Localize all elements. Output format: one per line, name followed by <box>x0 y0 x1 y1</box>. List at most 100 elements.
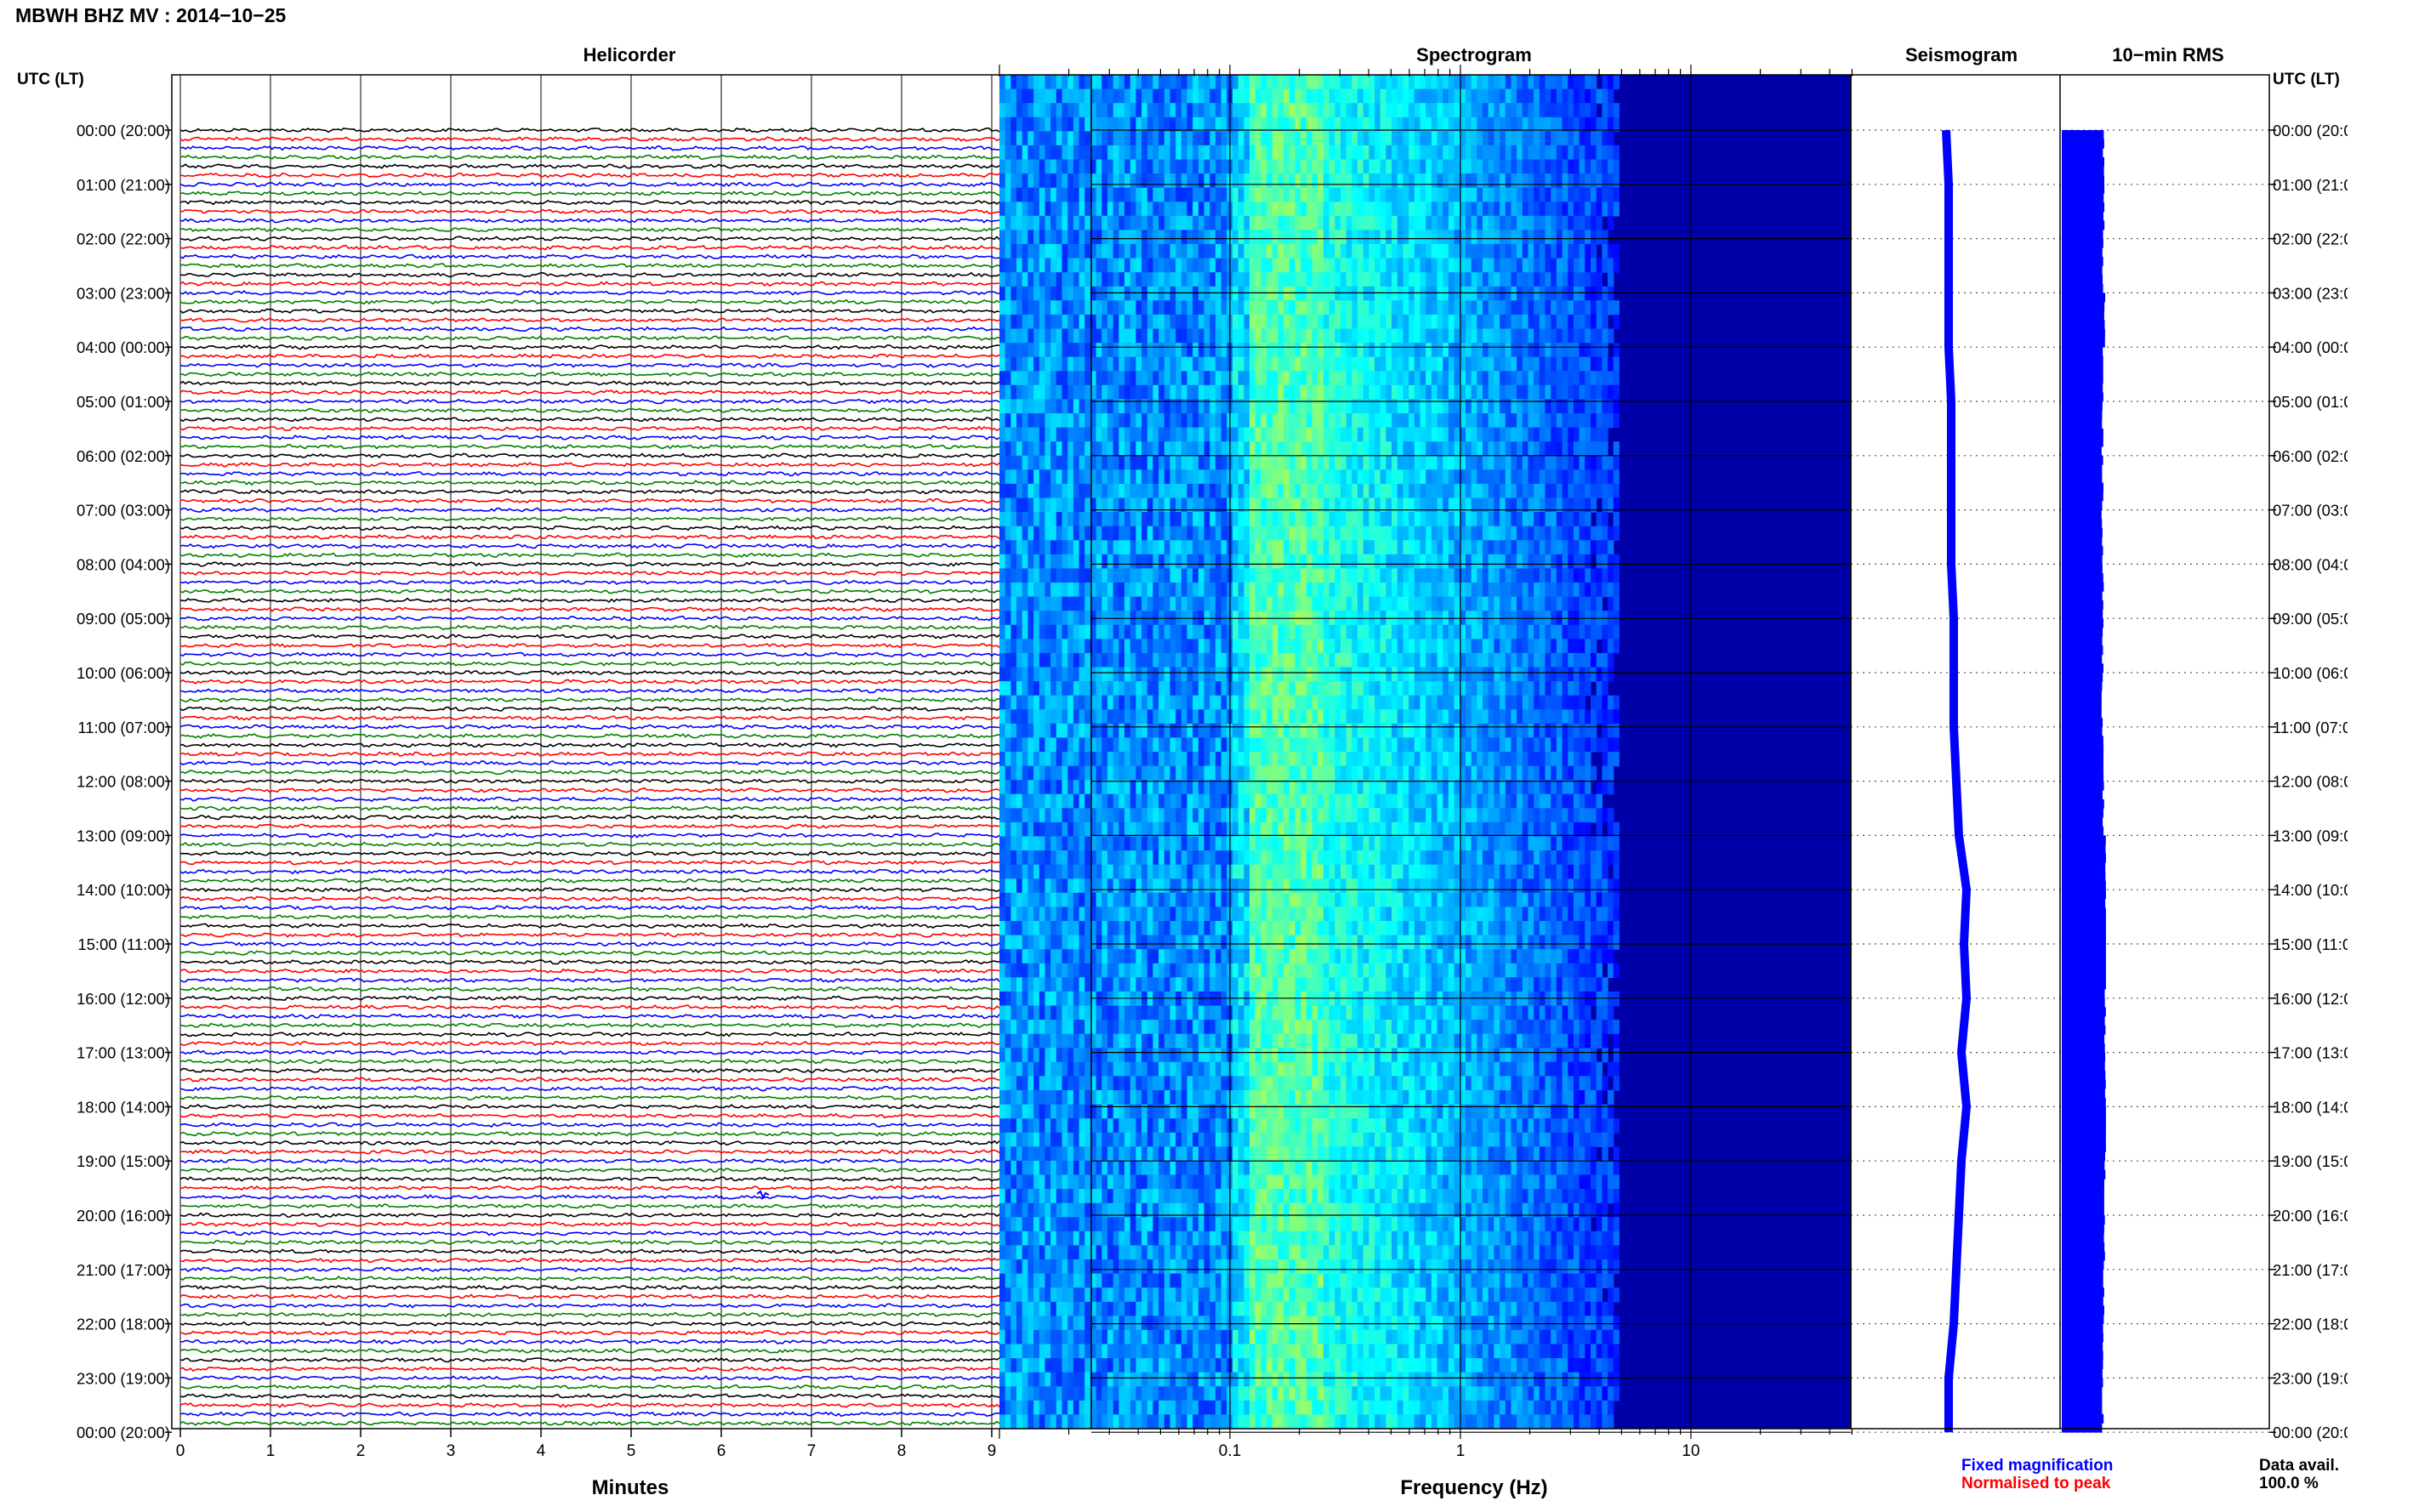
spectrogram-cell <box>1192 554 1199 569</box>
spectrogram-cell <box>1420 88 1426 104</box>
spectrogram-cell <box>1261 540 1267 555</box>
spectrogram-cell <box>1136 343 1142 358</box>
spectrogram-cell <box>1528 497 1534 513</box>
spectrogram-cell <box>1141 159 1148 174</box>
spectrogram-cell <box>1392 540 1398 555</box>
spectrogram-cell <box>1392 526 1398 541</box>
spectrogram-cell <box>1517 384 1523 400</box>
spectrogram-cell <box>1090 568 1097 583</box>
spectrogram-cell <box>1494 244 1500 259</box>
spectrogram-cell <box>1483 314 1489 330</box>
spectrogram-cell <box>1192 230 1199 245</box>
spectrogram-cell <box>1488 173 1494 189</box>
spectrogram-cell <box>1261 117 1267 132</box>
spectrogram-cell <box>1278 427 1284 442</box>
spectrogram-cell <box>1073 230 1080 245</box>
spectrogram-cell <box>1118 512 1125 527</box>
spectrogram-cell <box>1613 483 1619 499</box>
spectrogram-cell <box>1335 258 1341 273</box>
spectrogram-cell <box>1215 384 1222 400</box>
spectrogram-cell <box>1591 187 1597 202</box>
spectrogram-cell <box>1403 469 1409 485</box>
spectrogram-cell <box>1352 455 1358 470</box>
spectrogram-cell <box>1511 117 1517 132</box>
spectrogram-cell <box>1261 583 1267 598</box>
helicorder-trace-row <box>179 706 1082 712</box>
spectrogram-cell <box>1221 427 1227 442</box>
spectrogram-cell <box>1386 639 1392 654</box>
spectrogram-cell <box>1517 215 1523 230</box>
helicorder-trace-row <box>179 1085 1082 1092</box>
spectrogram-cell <box>1244 399 1250 414</box>
spectrogram-cell <box>999 117 1006 132</box>
spectrogram-cell <box>1056 427 1063 442</box>
spectrogram-cell <box>1147 455 1154 470</box>
spectrogram-cell <box>1198 230 1205 245</box>
spectrogram-cell <box>1187 596 1193 611</box>
spectrogram-cell <box>1562 371 1568 386</box>
spectrogram-cell <box>1505 371 1512 386</box>
spectrogram-cell <box>1414 328 1421 344</box>
spectrogram-cell <box>1534 596 1540 611</box>
spectrogram-cell <box>1261 568 1267 583</box>
spectrogram-cell <box>1466 117 1472 132</box>
spectrogram-cell <box>1386 159 1392 174</box>
spectrogram-cell <box>1466 230 1472 245</box>
spectrogram-cell <box>1141 117 1148 132</box>
spectrogram-cell <box>1488 554 1494 569</box>
spectrogram-cell <box>1238 427 1244 442</box>
spectrogram-cell <box>1466 88 1472 104</box>
spectrogram-cell <box>1380 413 1386 429</box>
spectrogram-cell <box>1386 187 1392 202</box>
spectrogram-cell <box>1460 469 1466 485</box>
spectrogram-cell <box>1323 583 1330 598</box>
spectrogram-cell <box>1608 215 1614 230</box>
spectrogram-cell <box>1050 596 1057 611</box>
spectrogram-cell <box>1466 131 1472 146</box>
spectrogram-cell <box>1431 159 1438 174</box>
spectrogram-cell <box>1346 568 1352 583</box>
spectrogram-cell <box>1460 371 1466 386</box>
spectrogram-cell <box>1272 145 1279 161</box>
spectrogram-cell <box>1505 272 1512 287</box>
spectrogram-cell <box>1403 583 1409 598</box>
spectrogram-cell <box>1067 695 1074 710</box>
spectrogram-cell <box>1215 652 1222 668</box>
spectrogram-cell <box>1471 596 1477 611</box>
spectrogram-cell <box>1221 314 1227 330</box>
spectrogram-cell <box>1477 583 1483 598</box>
spectrogram-cell <box>1016 258 1023 273</box>
spectrogram-cell <box>1249 88 1256 104</box>
spectrogram-cell <box>1153 187 1159 202</box>
spectrogram-cell <box>1124 328 1131 344</box>
spectrogram-cell <box>1539 497 1546 513</box>
spectrogram-cell <box>1460 540 1466 555</box>
spectrogram-cell <box>1403 272 1409 287</box>
spectrogram-cell <box>1312 652 1318 668</box>
spectrogram-cell <box>1352 88 1358 104</box>
spectrogram-cell <box>1488 371 1494 386</box>
spectrogram-cell <box>1301 173 1307 189</box>
spectrogram-cell <box>1539 441 1546 457</box>
spectrogram-cell <box>1005 328 1011 344</box>
spectrogram-cell <box>1568 441 1574 457</box>
spectrogram-cell <box>1272 286 1279 301</box>
spectrogram-cell <box>1158 540 1165 555</box>
spectrogram-cell <box>1562 300 1568 315</box>
spectrogram-cell <box>1272 497 1279 513</box>
spectrogram-cell <box>1483 117 1489 132</box>
spectrogram-cell <box>1323 159 1330 174</box>
spectrogram-cell <box>1494 371 1500 386</box>
spectrogram-cell <box>1340 540 1347 555</box>
spectrogram-cell <box>1283 117 1290 132</box>
spectrogram-cell <box>1062 526 1068 541</box>
spectrogram-cell <box>1483 512 1489 527</box>
spectrogram-cell <box>1295 159 1301 174</box>
spectrogram-cell <box>1215 695 1222 710</box>
spectrogram-cell <box>1568 328 1574 344</box>
spectrogram-cell <box>1016 75 1023 90</box>
spectrogram-cell <box>1198 356 1205 372</box>
spectrogram-cell <box>1596 258 1602 273</box>
spectrogram-cell <box>1175 230 1182 245</box>
spectrogram-cell <box>1454 202 1460 217</box>
